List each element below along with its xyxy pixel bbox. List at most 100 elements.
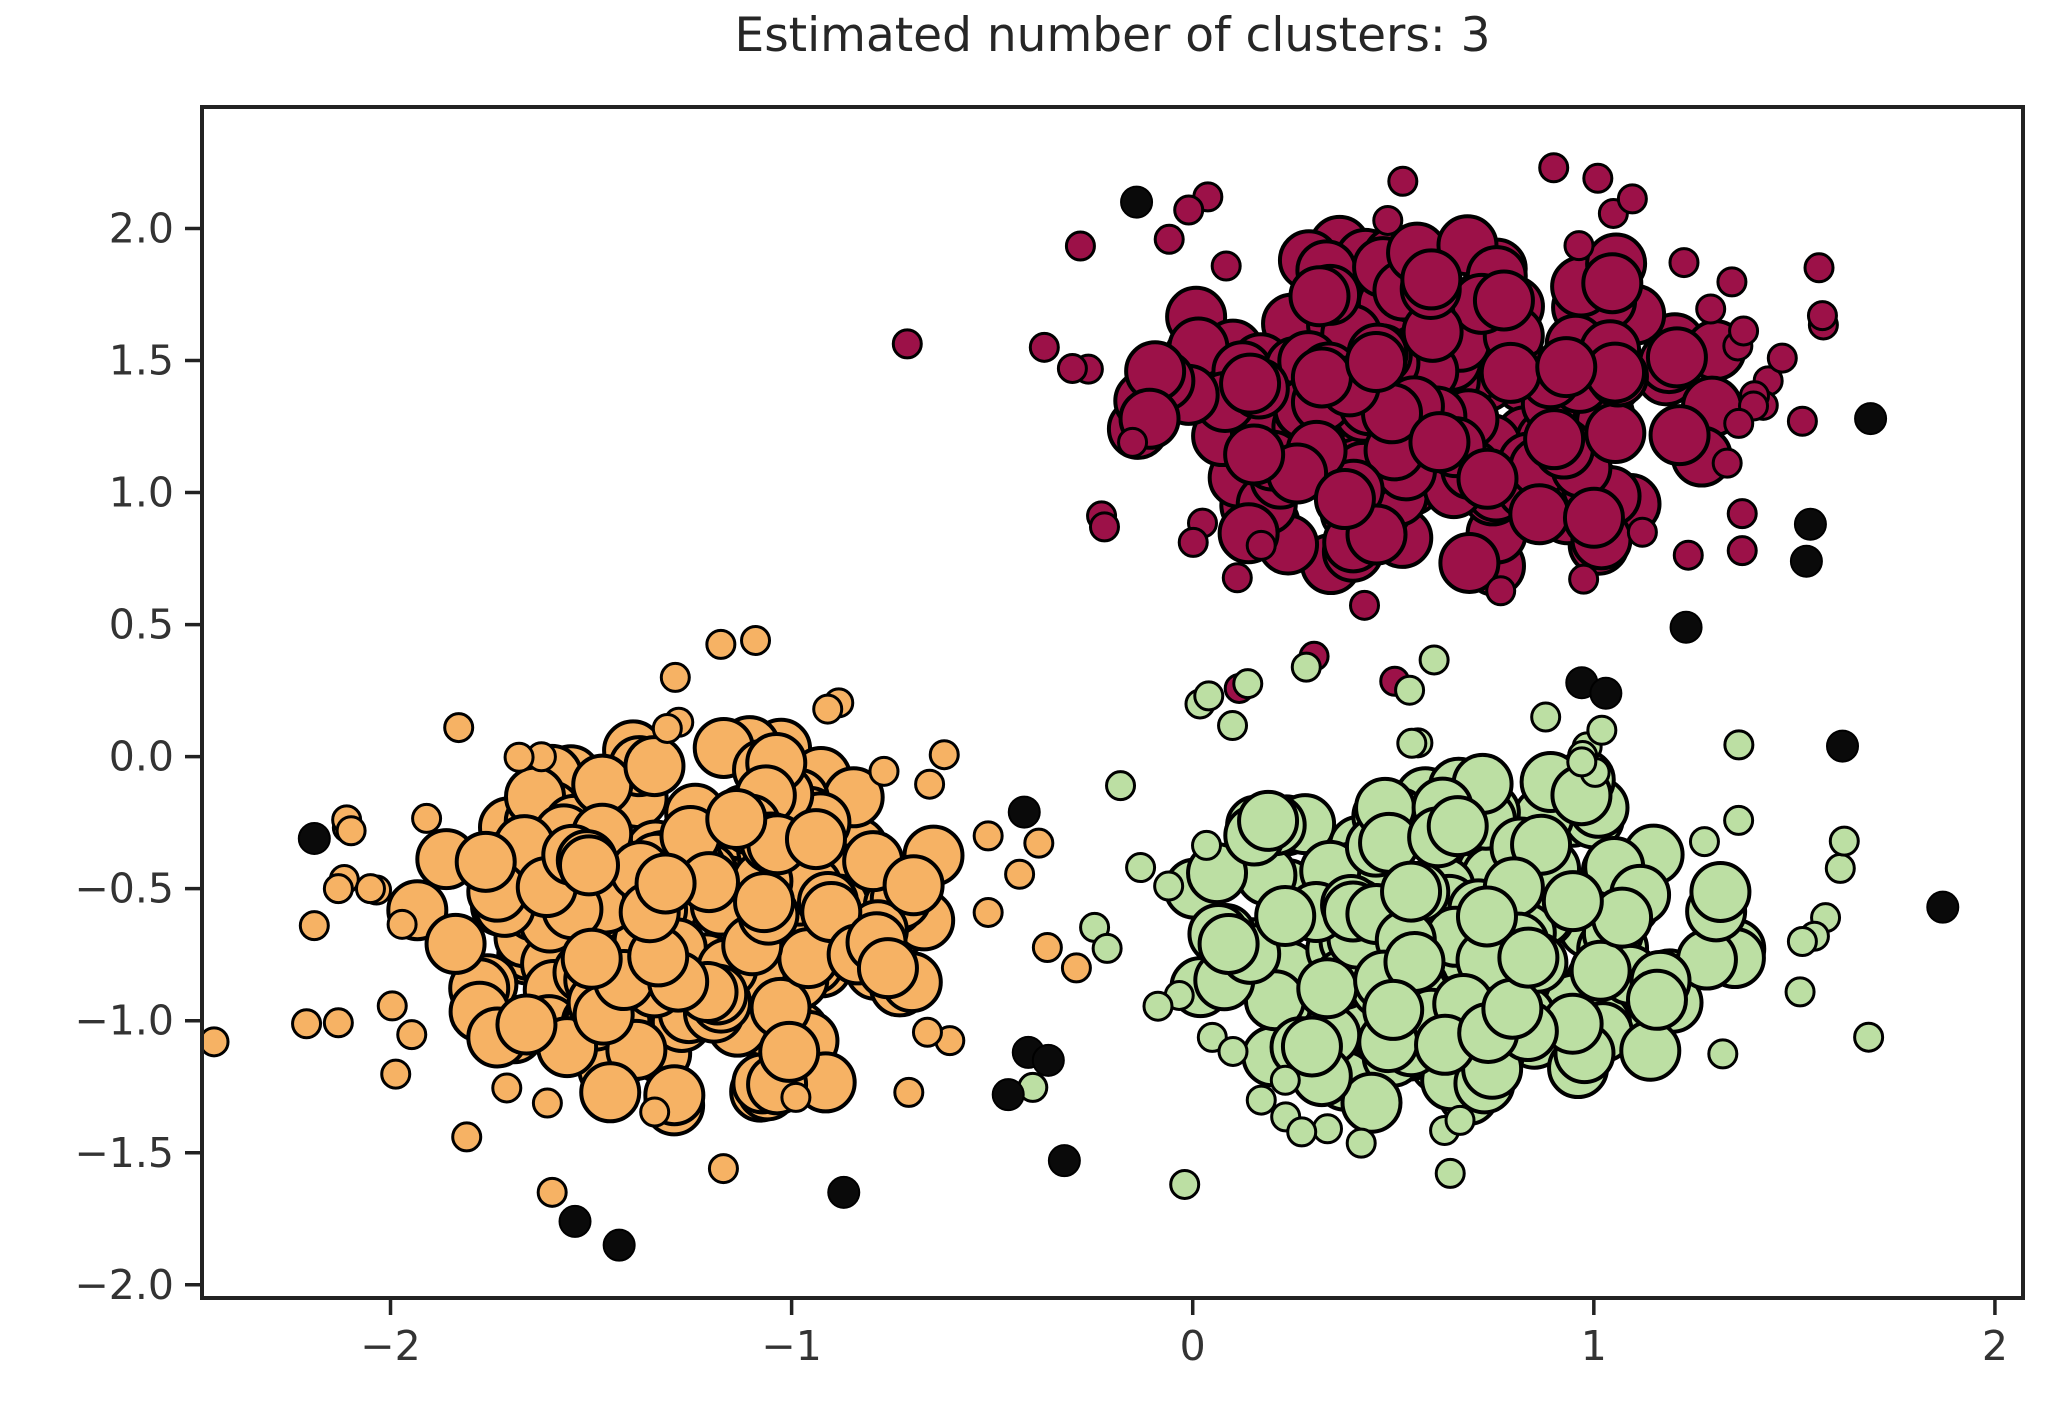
data-point-cluster-0-border <box>1056 352 1088 384</box>
data-point-cluster-0-border <box>1177 526 1209 558</box>
data-point-cluster-2 <box>1254 884 1317 947</box>
data-point-cluster-2 <box>1426 795 1489 858</box>
data-point-cluster-1-border <box>911 1016 943 1048</box>
y-tick-label: 1.0 <box>109 469 174 517</box>
data-point-cluster-1 <box>758 1020 821 1083</box>
noise-point <box>1826 729 1860 763</box>
cluster-2 <box>1017 644 1885 1200</box>
data-point-cluster-2-border <box>1345 1127 1377 1159</box>
data-point-cluster-0-border <box>1672 539 1704 571</box>
data-point-cluster-2-border <box>1153 870 1185 902</box>
data-point-cluster-2-border <box>1286 1116 1318 1148</box>
data-point-cluster-1-border <box>780 1081 812 1113</box>
data-point-cluster-0-border <box>1695 293 1727 325</box>
data-point-cluster-1 <box>705 788 768 851</box>
data-point-cluster-1-border <box>707 1153 739 1185</box>
data-point-cluster-2 <box>1362 978 1425 1041</box>
data-point-cluster-2-border <box>1142 990 1174 1022</box>
noise-point <box>991 1078 1025 1112</box>
data-point-cluster-0-border <box>1582 162 1614 194</box>
data-point-cluster-1-border <box>503 741 535 773</box>
data-point-cluster-2-border <box>1784 976 1816 1008</box>
data-point-cluster-1-border <box>893 1076 925 1108</box>
data-point-cluster-1-border <box>972 896 1004 928</box>
data-point-cluster-2-border <box>1217 710 1249 742</box>
data-point-cluster-2 <box>1380 860 1443 923</box>
data-point-cluster-0-border <box>1616 183 1648 215</box>
data-point-cluster-1 <box>558 834 621 897</box>
data-point-cluster-0 <box>1648 404 1711 467</box>
data-point-cluster-0-border <box>1173 194 1205 226</box>
noise-point <box>1926 890 1960 924</box>
data-point-cluster-1-border <box>322 873 354 905</box>
data-point-cluster-2-border <box>1434 1157 1466 1189</box>
data-point-cluster-2-border <box>1444 1104 1476 1136</box>
data-point-cluster-2-border <box>1688 826 1720 858</box>
data-point-cluster-0-border <box>1568 563 1600 595</box>
x-tick-label: −2 <box>360 1322 420 1370</box>
data-point-cluster-0 <box>1408 411 1471 474</box>
noise-point <box>1669 610 1703 644</box>
data-point-cluster-0 <box>1223 423 1286 486</box>
data-point-cluster-1-border <box>639 1096 671 1128</box>
data-point-cluster-1-border <box>491 1072 523 1104</box>
data-point-cluster-1-border <box>531 1087 563 1119</box>
data-point-cluster-1-border <box>354 873 386 905</box>
data-point-cluster-1 <box>454 830 517 893</box>
y-tick-label: 2.0 <box>109 204 174 252</box>
data-point-cluster-0-border <box>1786 405 1818 437</box>
noise-point <box>1854 402 1888 436</box>
data-point-cluster-0-border <box>1766 342 1798 374</box>
x-tick-label: −1 <box>761 1322 821 1370</box>
data-point-cluster-1-border <box>1023 827 1055 859</box>
data-point-cluster-2-border <box>1396 727 1428 759</box>
data-point-cluster-1-border <box>202 1026 230 1058</box>
y-tick-label: 0.0 <box>109 733 174 781</box>
data-point-cluster-0-border <box>1538 152 1570 184</box>
data-point-cluster-2-border <box>1269 1064 1301 1096</box>
y-tick-label: −2.0 <box>74 1261 174 1309</box>
data-point-cluster-1-border <box>451 1121 483 1153</box>
y-tick-label: −0.5 <box>74 865 174 913</box>
data-point-cluster-1-border <box>376 990 408 1022</box>
data-point-cluster-2-border <box>1193 680 1225 712</box>
data-point-cluster-1 <box>560 927 623 990</box>
data-point-cluster-2-border <box>1394 674 1426 706</box>
cluster-0 <box>891 152 1839 704</box>
noise-point <box>1007 795 1041 829</box>
data-point-cluster-0 <box>1313 468 1376 531</box>
data-point-cluster-2-border <box>1125 852 1157 884</box>
axes-spines <box>200 105 2025 1300</box>
data-point-cluster-0-border <box>1088 511 1120 543</box>
data-point-cluster-1 <box>424 912 487 975</box>
x-tick-label: 2 <box>1982 1322 2008 1370</box>
noise-point <box>1120 185 1154 219</box>
data-point-cluster-1-border <box>380 1058 412 1090</box>
data-point-cluster-2-border <box>1828 825 1860 857</box>
data-point-cluster-2 <box>1689 860 1752 923</box>
data-point-cluster-1 <box>579 1061 642 1124</box>
data-point-cluster-0-border <box>1668 247 1700 279</box>
data-point-cluster-0 <box>1290 346 1353 409</box>
cluster-1 <box>202 624 1092 1208</box>
data-point-cluster-1-border <box>659 661 691 693</box>
data-point-cluster-0 <box>1219 352 1282 415</box>
data-point-cluster-2-border <box>1824 852 1856 884</box>
data-point-cluster-0 <box>1581 252 1644 315</box>
data-point-cluster-0-border <box>1711 447 1743 479</box>
noise-point <box>1047 1144 1081 1178</box>
data-point-cluster-0-border <box>1153 223 1185 255</box>
data-point-cluster-2-border <box>1566 746 1598 778</box>
data-point-cluster-0 <box>1584 402 1647 465</box>
data-point-cluster-2 <box>1497 926 1560 989</box>
data-point-cluster-2-border <box>1786 925 1818 957</box>
data-point-cluster-1-border <box>868 755 900 787</box>
data-point-cluster-0-border <box>1349 589 1381 621</box>
data-point-cluster-2 <box>1481 977 1544 1040</box>
data-point-cluster-0-border <box>1726 535 1758 567</box>
data-point-cluster-2-border <box>1191 829 1223 861</box>
chart-title: Estimated number of clusters: 3 <box>734 8 1491 63</box>
data-point-cluster-0-border <box>1803 252 1835 284</box>
data-point-cluster-2-border <box>1290 651 1322 683</box>
